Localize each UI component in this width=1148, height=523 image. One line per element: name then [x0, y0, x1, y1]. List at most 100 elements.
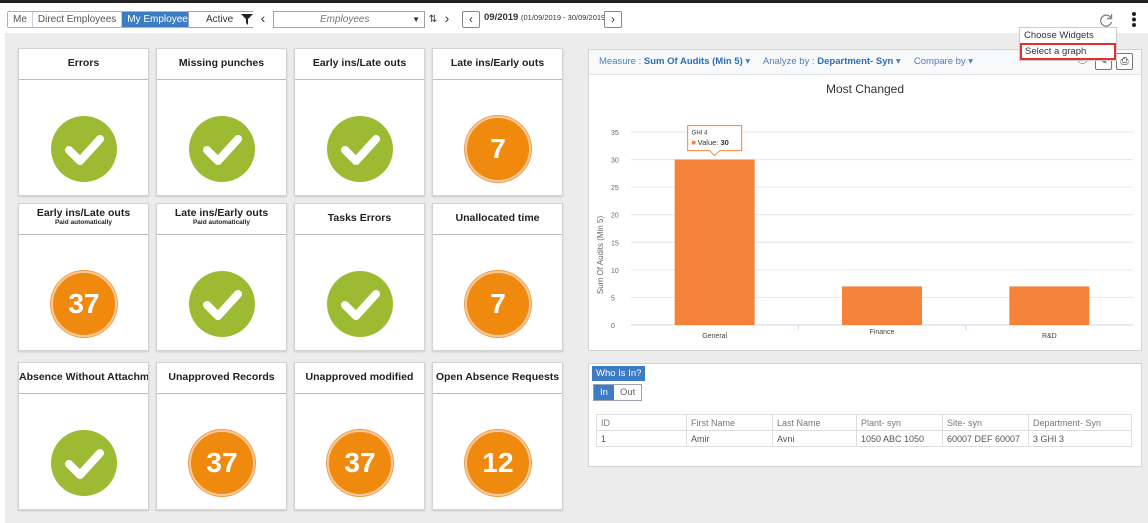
check-icon	[327, 116, 393, 182]
widget-errors[interactable]: Errors	[18, 48, 149, 196]
employees-select[interactable]: Employees ▼	[273, 11, 425, 28]
period-label: 09/2019	[484, 12, 519, 23]
count-badge: 7	[465, 271, 531, 337]
scope-tabs: Me Direct Employees My Employees	[7, 11, 199, 28]
check-icon	[189, 271, 255, 337]
caret-down-icon: ▾	[745, 56, 751, 67]
who-is-in-panel: Who Is In? In Out ID First Name Last Nam…	[588, 363, 1142, 467]
column-header-last-name[interactable]: Last Name	[772, 414, 857, 431]
widget-title: Tasks Errors	[295, 204, 424, 235]
menu-item-choose-widgets[interactable]: Choose Widgets	[1024, 30, 1094, 41]
tab-out[interactable]: Out	[613, 385, 642, 400]
count-badge: 37	[51, 271, 117, 337]
chart-bar[interactable]	[1009, 286, 1090, 325]
y-tick-label: 5	[611, 295, 615, 302]
measure-value: Sum Of Audits (Min 5)	[643, 56, 743, 67]
more-vertical-icon[interactable]	[1131, 11, 1137, 28]
widget-absence-without-attachment[interactable]: Absence Without Attachment	[18, 362, 149, 510]
y-tick-label: 25	[611, 185, 619, 192]
widget-early-ins-late-outs[interactable]: Early ins/Late outs	[294, 48, 425, 196]
y-tick-label: 0	[611, 323, 615, 330]
chevron-left-icon[interactable]: ‹	[260, 10, 266, 26]
x-tick-label: General	[702, 333, 727, 340]
cell-plant: 1050 ABC 1050	[856, 430, 943, 447]
tooltip-category: GHI 4	[692, 131, 708, 137]
widget-late-ins-early-outs[interactable]: Late ins/Early outs 7	[432, 48, 563, 196]
column-header-id[interactable]: ID	[596, 414, 687, 431]
status-filter-select[interactable]: Active	[188, 11, 253, 28]
widget-title: Absence Without Attachment	[19, 363, 148, 394]
analyze-value: Department- Syn	[817, 56, 894, 67]
widget-missing-punches[interactable]: Missing punches	[156, 48, 287, 196]
widget-subtitle: Paid automatically	[192, 219, 251, 226]
scope-tab-direct-employees[interactable]: Direct Employees	[32, 12, 123, 27]
refresh-icon[interactable]	[1098, 12, 1114, 28]
widget-tasks-errors[interactable]: Tasks Errors	[294, 203, 425, 351]
scope-tab-my-employees[interactable]: My Employees	[122, 12, 198, 27]
widget-unapproved-modified[interactable]: Unapproved modified 37	[294, 362, 425, 510]
column-header-site[interactable]: Site- syn	[942, 414, 1029, 431]
export-icon[interactable]: ⎙	[1116, 53, 1133, 70]
period-prev-button[interactable]: ‹	[462, 11, 480, 28]
compare-dropdown[interactable]: Compare by ▾	[914, 56, 973, 67]
widget-title: Early ins/Late outs Paid automatically	[19, 204, 148, 235]
table-row[interactable]: 1 Amir Avni 1050 ABC 1050 60007 DEF 6000…	[596, 430, 1132, 447]
check-icon	[51, 116, 117, 182]
column-header-department[interactable]: Department- Syn	[1028, 414, 1132, 431]
widget-subtitle: Paid automatically	[54, 219, 113, 226]
who-is-in-table: ID First Name Last Name Plant- syn Site-…	[596, 414, 1132, 447]
chevron-right-icon[interactable]: ›	[444, 10, 450, 26]
chart-title: Most Changed	[826, 82, 904, 96]
widget-title: Open Absence Requests	[433, 363, 562, 394]
count-badge: 37	[327, 430, 393, 496]
sort-icon[interactable]: ⇅	[428, 14, 438, 25]
y-tick-label: 10	[611, 268, 619, 275]
menu-item-select-graph[interactable]: Select a graph	[1020, 43, 1116, 60]
tooltip-box	[687, 125, 743, 157]
count-badge: 12	[465, 430, 531, 496]
chart-y-axis-label: Sum Of Audits (Min 5)	[596, 216, 605, 295]
in-out-toggle: In Out	[593, 384, 643, 401]
y-tick-label: 30	[611, 158, 619, 165]
tooltip-value: 30	[720, 138, 728, 147]
widget-late-ins-early-outs-paid[interactable]: Late ins/Early outs Paid automatically	[156, 203, 287, 351]
check-icon	[51, 430, 117, 496]
table-header-row: ID First Name Last Name Plant- syn Site-…	[596, 414, 1132, 431]
widget-title: Early ins/Late outs	[295, 49, 424, 80]
widget-title: Missing punches	[157, 49, 286, 80]
caret-down-icon: ▾	[895, 56, 901, 67]
column-header-plant[interactable]: Plant- syn	[856, 414, 943, 431]
widget-unapproved-records[interactable]: Unapproved Records 37	[156, 362, 287, 510]
tab-in[interactable]: In	[594, 385, 614, 400]
widget-title: Errors	[19, 49, 148, 80]
cell-id: 1	[596, 430, 687, 447]
widget-title: Unapproved Records	[157, 363, 286, 394]
cell-department: 3 GHI 3	[1028, 430, 1132, 447]
widget-title-text: Early ins/Late outs	[36, 207, 131, 219]
widget-title: Unapproved modified	[295, 363, 424, 394]
filter-icon[interactable]	[241, 14, 253, 25]
x-tick-label: Finance	[870, 329, 895, 336]
bar-chart: Most Changed Sum Of Audits (Min 5) 0 5 10 1…	[596, 82, 1133, 340]
cell-first-name: Amir	[686, 430, 773, 447]
employees-placeholder: Employees	[320, 14, 370, 25]
column-header-first-name[interactable]: First Name	[686, 414, 773, 431]
y-tick-label: 15	[611, 240, 619, 247]
cell-last-name: Avni	[772, 430, 857, 447]
widget-title: Unallocated time	[433, 204, 562, 235]
widget-title-text: Late ins/Early outs	[174, 207, 269, 219]
chart-bar[interactable]	[842, 286, 922, 325]
widget-open-absence-requests[interactable]: Open Absence Requests 12	[432, 362, 563, 510]
scope-tab-me[interactable]: Me	[8, 12, 33, 27]
widget-early-ins-late-outs-paid[interactable]: Early ins/Late outs Paid automatically 3…	[18, 203, 149, 351]
count-badge: 7	[465, 116, 531, 182]
top-toolbar: Me Direct Employees My Employees Active …	[0, 0, 1148, 33]
analyze-dropdown[interactable]: Analyze by : Department- Syn ▾	[763, 56, 901, 67]
widget-menu: Choose Widgets Select a graph	[1019, 27, 1117, 61]
widget-unallocated-time[interactable]: Unallocated time 7	[432, 203, 563, 351]
chart-bar[interactable]	[674, 159, 755, 325]
measure-dropdown[interactable]: Measure : Sum Of Audits (Min 5) ▾	[599, 56, 750, 67]
measure-label: Measure :	[599, 56, 642, 67]
period-next-button[interactable]: ›	[604, 11, 622, 28]
chevron-right-icon: ›	[611, 12, 615, 26]
